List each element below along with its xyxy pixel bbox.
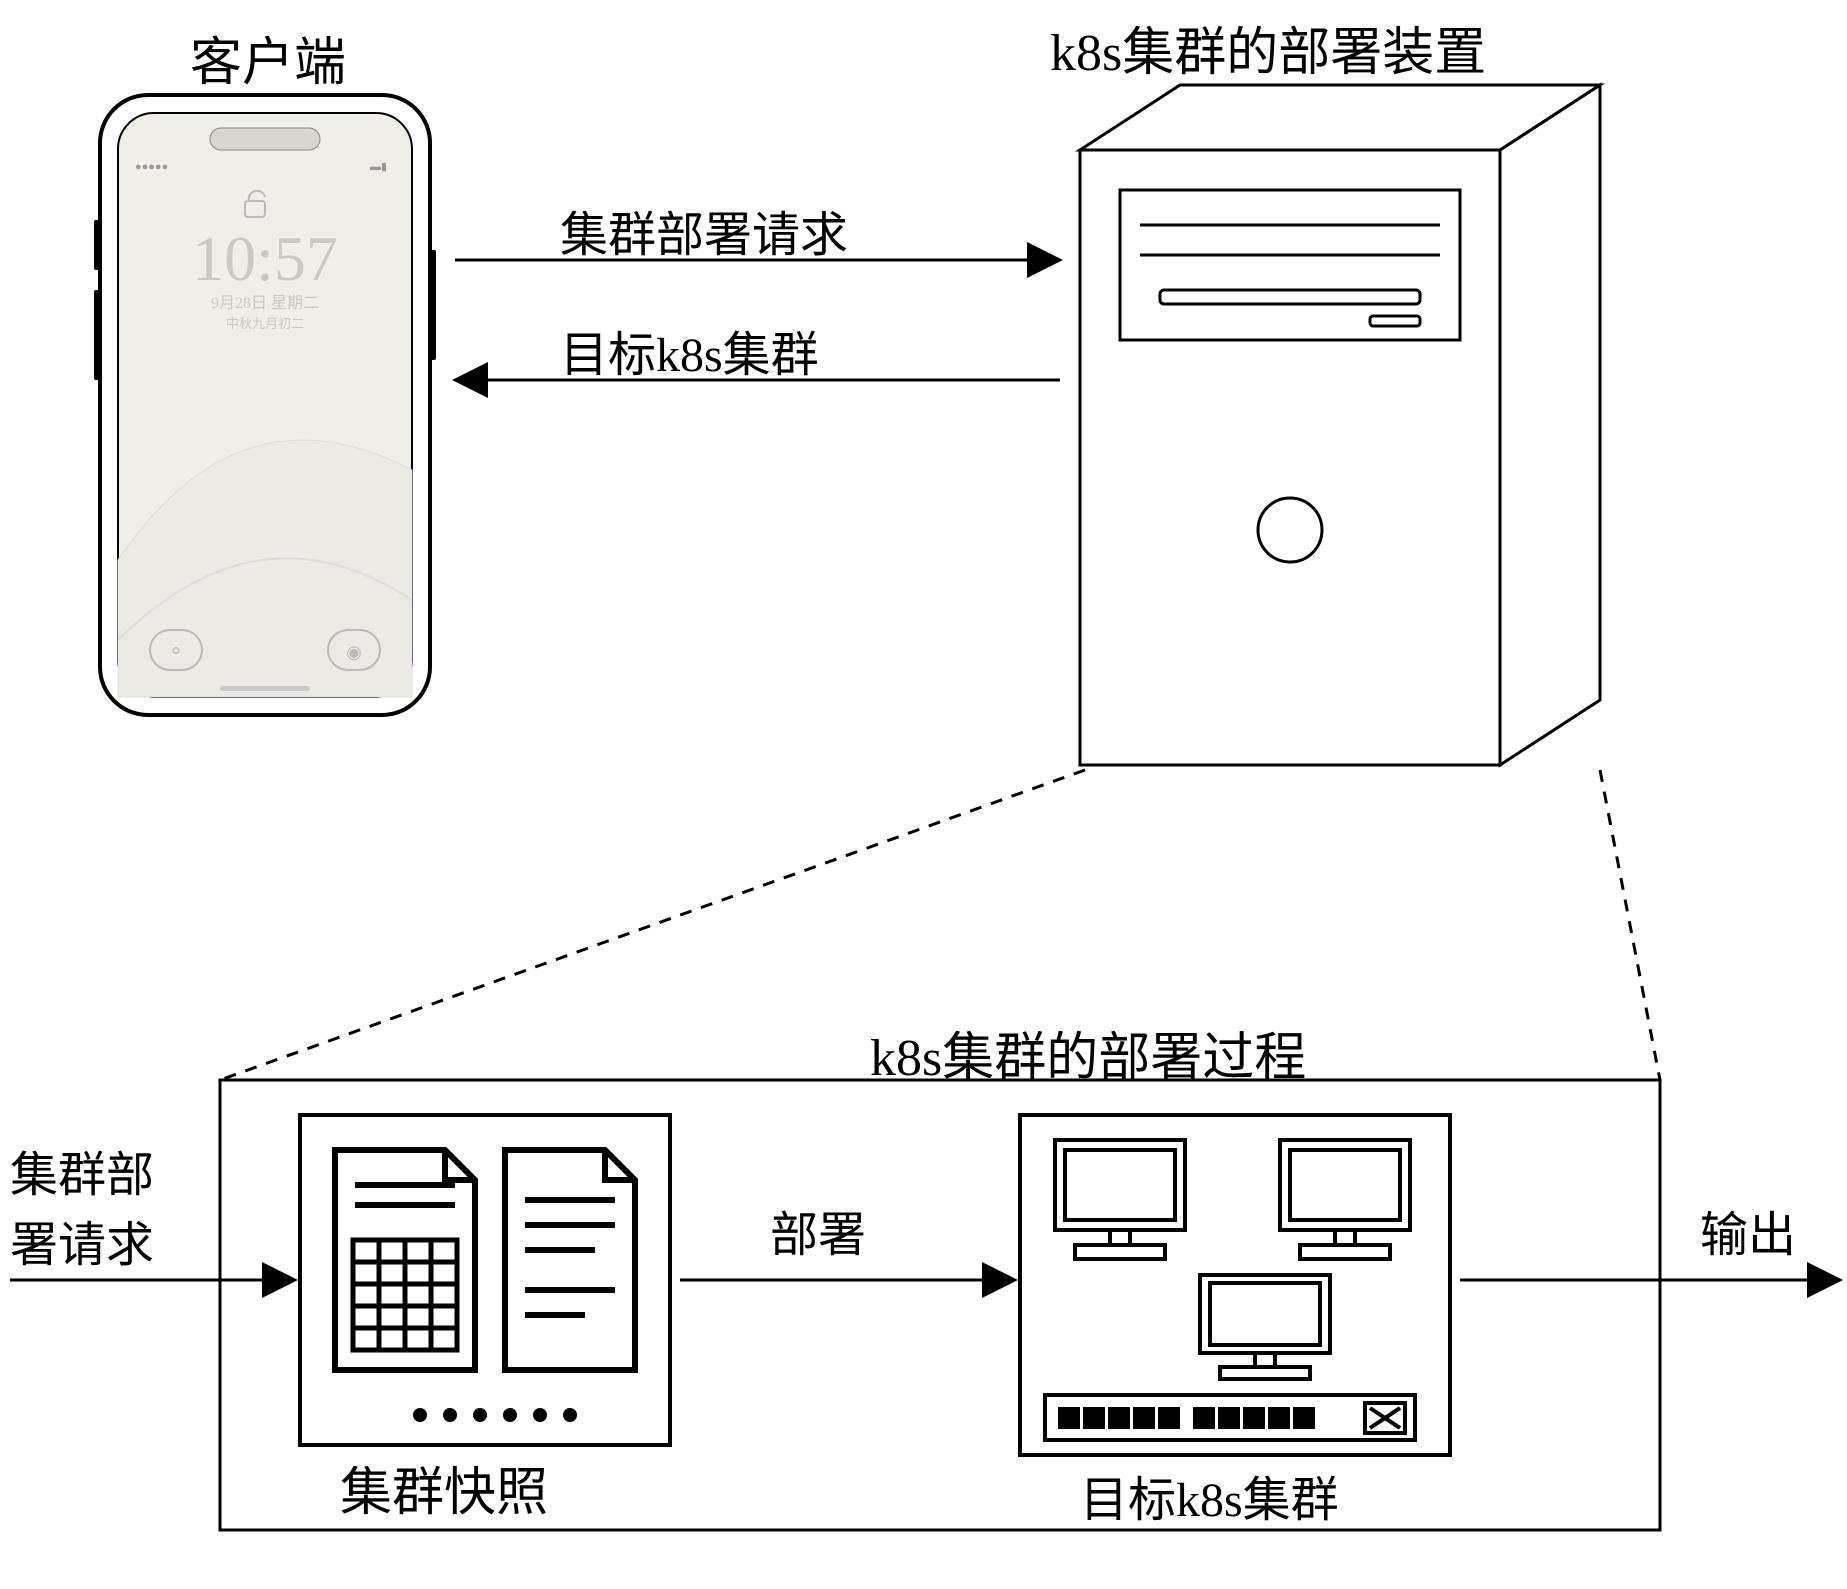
cluster-label: 目标k8s集群 (1080, 1460, 1339, 1530)
process-title: k8s集群的部署过程 (870, 1015, 1306, 1090)
svg-text:▬▮: ▬▮ (370, 161, 387, 173)
snapshot-label: 集群快照 (340, 1450, 548, 1525)
snapshot-icon (300, 1115, 670, 1445)
dash-right (1600, 770, 1660, 1080)
client-label: 客户端 (190, 20, 346, 95)
phone-icon: ●●●●● ▬▮ 10:57 9月28日 星期二 中秋九月初二 ⚬ ◉ (94, 95, 436, 715)
phone-lunar: 中秋九月初二 (226, 316, 304, 331)
svg-text:●●●●●: ●●●●● (135, 161, 168, 173)
cluster-icon (1020, 1115, 1450, 1455)
phone-date: 9月28日 星期二 (211, 294, 319, 312)
svg-text:⚬: ⚬ (168, 641, 185, 663)
output-label: 输出 (1700, 1195, 1796, 1265)
svg-text:◉: ◉ (346, 642, 362, 662)
request-label: 集群部署请求 (560, 195, 848, 265)
deploy-label: 部署 (770, 1195, 866, 1265)
response-label: 目标k8s集群 (560, 315, 819, 385)
server-icon (1080, 85, 1600, 765)
input-label: 集群部 署请求 (10, 1135, 154, 1275)
phone-time: 10:57 (192, 223, 338, 294)
server-label: k8s集群的部署装置 (1050, 10, 1486, 85)
